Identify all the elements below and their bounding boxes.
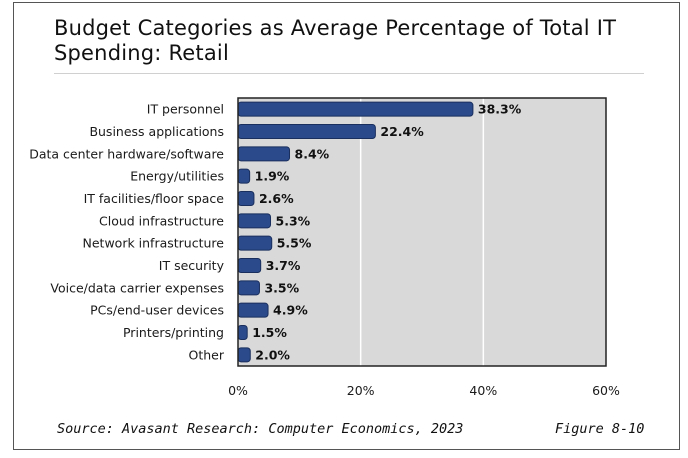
category-label: Data center hardware/software: [29, 146, 224, 161]
category-label: Cloud infrastructure: [99, 213, 224, 228]
value-label: 8.4%: [295, 146, 330, 161]
value-label: 4.9%: [273, 303, 308, 318]
value-label: 3.5%: [264, 280, 299, 295]
x-tick-label: 60%: [592, 383, 620, 398]
plot-area: [238, 98, 606, 366]
x-tick-label: 20%: [347, 383, 375, 398]
x-axis-ticks: 0% 20% 40% 60%: [228, 383, 620, 398]
value-label: 5.5%: [277, 236, 312, 251]
figure-label: Figure 8-10: [555, 421, 645, 437]
category-labels: IT personnel Business applications Data ce…: [29, 102, 225, 363]
value-label: 5.3%: [276, 213, 311, 228]
value-label: 1.9%: [255, 169, 290, 184]
category-label: Voice/data carrier expenses: [50, 280, 224, 295]
bar: [237, 191, 255, 206]
bar: [237, 325, 248, 340]
value-label: 1.5%: [252, 325, 287, 340]
bar: [237, 213, 272, 229]
category-label: IT facilities/floor space: [84, 191, 225, 206]
category-label: Printers/printing: [123, 325, 224, 340]
x-tick-label: 40%: [469, 383, 497, 398]
bar: [237, 302, 269, 318]
chart-title: Budget Categories as Average Percentage …: [54, 16, 617, 65]
bar: [237, 124, 376, 139]
value-label: 2.6%: [259, 191, 294, 206]
category-label: Energy/utilities: [130, 169, 224, 184]
bar: [237, 347, 251, 363]
bar: [237, 168, 251, 184]
plot-border: [237, 97, 607, 367]
category-label: IT personnel: [147, 102, 224, 117]
value-label: 3.7%: [266, 258, 301, 273]
value-label: 22.4%: [380, 124, 424, 139]
bar: [237, 235, 273, 251]
category-label: Business applications: [89, 124, 224, 139]
x-tick-label: 0%: [228, 383, 248, 398]
bar: [237, 146, 291, 162]
value-label: 38.3%: [478, 102, 522, 117]
title-divider: [54, 73, 644, 74]
gridlines: [359, 98, 485, 366]
value-labels: 38.3% 22.4% 8.4% 1.9% 2.6% 5.3% 5.5% 3.7% 3.5% 4.…: [252, 102, 522, 363]
bar: [237, 101, 474, 117]
category-label: IT security: [159, 258, 225, 273]
value-label: 2.0%: [255, 347, 290, 362]
bar: [237, 258, 262, 273]
category-label: PCs/end-user devices: [90, 303, 224, 318]
category-label: Other: [189, 347, 225, 362]
source-note: Source: Avasant Research: Computer Econo…: [57, 421, 464, 437]
bar: [237, 280, 260, 296]
category-label: Network infrastructure: [83, 236, 225, 251]
